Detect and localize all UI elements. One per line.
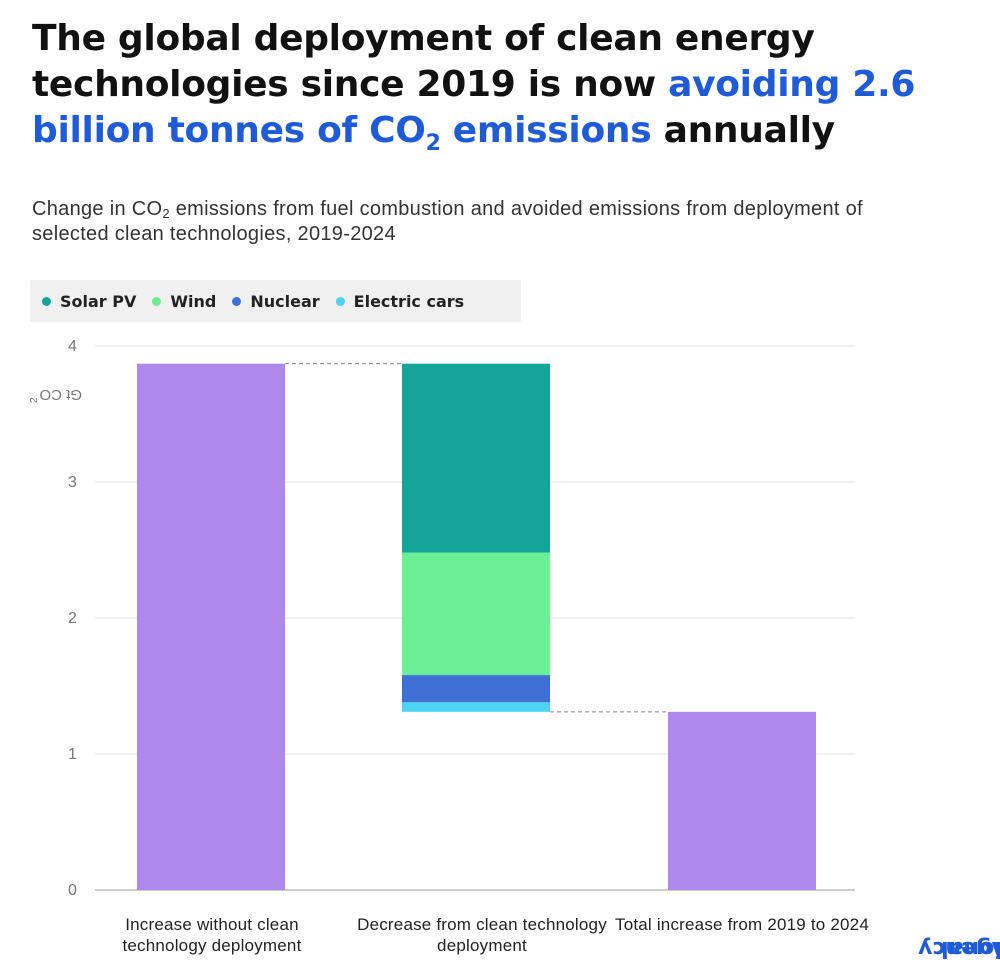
- subtitle-sub: 2: [162, 206, 170, 221]
- chart-legend: Solar PV Wind Nuclear Electric cars: [30, 280, 521, 322]
- segment-solar-pv: [402, 363, 550, 553]
- chart-subtitle: Change in CO2 emissions from fuel combus…: [32, 197, 912, 247]
- legend-item-0: Solar PV: [42, 292, 136, 311]
- total-bar-1: [668, 711, 816, 890]
- legend-label-2: Nuclear: [250, 291, 320, 311]
- y-tick-label-0: 0: [68, 882, 77, 899]
- x-category-label-1: Decrease from clean technology deploymen…: [357, 915, 607, 955]
- legend-swatch-2: [232, 296, 242, 306]
- legend-swatch-1: [152, 296, 162, 306]
- headline-part2: annually: [651, 110, 836, 151]
- legend-item-3: Electric cars: [335, 291, 465, 311]
- headline-highlight-b: emissions: [440, 110, 652, 151]
- y-tick-labels: 0 1 2 3 4: [68, 338, 77, 899]
- legend-swatch-3: [335, 296, 345, 306]
- total-bar-0: [137, 363, 285, 890]
- subtitle-part2: emissions from fuel combustion and avoid…: [32, 198, 863, 245]
- y-tick-label-2: 2: [68, 610, 77, 627]
- x-category-label-0: Increase without clean technology deploy…: [122, 915, 302, 955]
- segment-wind: [402, 552, 550, 676]
- legend-label-1: Wind: [170, 291, 217, 311]
- headline-part1: The global deployment of clean energy te…: [32, 18, 815, 105]
- y-tick-label-4: 4: [68, 338, 77, 355]
- y-tick-label-1: 1: [68, 746, 77, 763]
- legend-item-2: Nuclear: [232, 291, 320, 311]
- segment-electric-cars: [402, 702, 550, 712]
- headline-highlight-sub: 2: [425, 131, 441, 156]
- headline-highlight-a: avoiding 2.6 billion tonnes of CO: [32, 64, 916, 151]
- iea-logo-line2: Energy Agency: [918, 936, 1000, 961]
- legend-label-0: Solar PV: [60, 291, 137, 311]
- y-tick-label-3: 3: [68, 474, 77, 491]
- chart-bars: [137, 363, 816, 890]
- legend-swatch-0: [42, 296, 51, 306]
- x-category-label-2: Total increase from 2019 to 2024: [615, 915, 869, 934]
- segment-nuclear: [402, 675, 550, 703]
- chart-connectors: [285, 363, 668, 713]
- chart-headline: The global deployment of clean energy te…: [32, 16, 932, 156]
- iea-logo-text: International Energy Agency: [903, 760, 1000, 961]
- legend-item-1: Wind: [152, 292, 216, 311]
- legend-label-3: Electric cars: [353, 291, 465, 311]
- subtitle-part1: Change in CO: [32, 198, 163, 220]
